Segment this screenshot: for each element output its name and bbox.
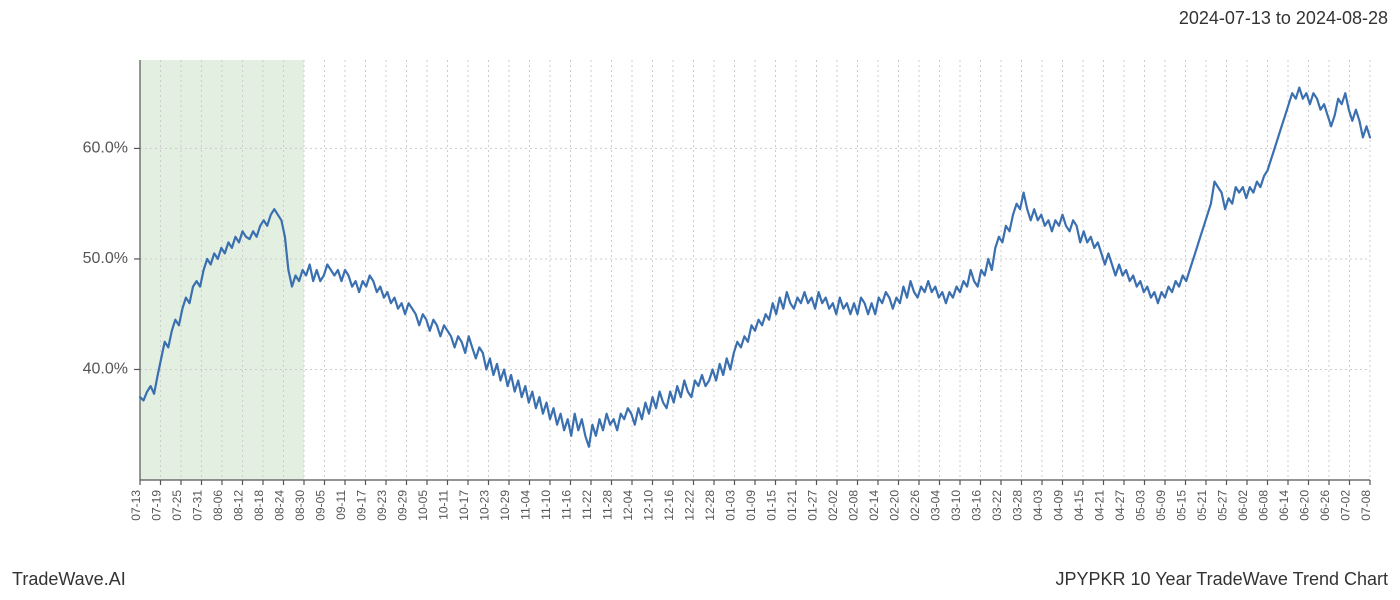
x-tick-label: 04-03 [1031, 490, 1045, 521]
x-tick-label: 03-04 [929, 490, 943, 521]
x-tick-label: 08-18 [252, 490, 266, 521]
x-tick-label: 01-03 [724, 490, 738, 521]
y-tick-label: 40.0% [83, 361, 128, 378]
x-tick-label: 04-15 [1072, 490, 1086, 521]
y-tick-label: 60.0% [83, 140, 128, 157]
x-tick-label: 06-14 [1277, 490, 1291, 521]
x-tick-label: 01-09 [744, 490, 758, 521]
x-tick-label: 05-15 [1175, 490, 1189, 521]
x-tick-label: 05-03 [1134, 490, 1148, 521]
x-tick-label: 06-02 [1236, 490, 1250, 521]
x-tick-label: 06-08 [1257, 490, 1271, 521]
x-tick-label: 07-02 [1339, 490, 1353, 521]
x-tick-label: 05-27 [1216, 490, 1230, 521]
x-tick-label: 09-29 [396, 490, 410, 521]
x-tick-label: 03-10 [949, 490, 963, 521]
x-tick-label: 09-11 [334, 490, 348, 520]
x-tick-label: 07-31 [191, 490, 205, 521]
x-tick-label: 12-22 [683, 490, 697, 521]
x-tick-label: 08-30 [293, 490, 307, 521]
x-tick-label: 10-11 [437, 490, 451, 520]
x-tick-label: 02-26 [908, 490, 922, 521]
date-range-label: 2024-07-13 to 2024-08-28 [1179, 8, 1388, 29]
trend-chart: 40.0% 50.0% 60.0% 07-13 07-19 07-25 07-31 08-06… [0, 0, 1400, 560]
x-tick-label: 03-28 [1011, 490, 1025, 521]
x-tick-label: 08-24 [273, 490, 287, 521]
x-tick-label: 11-16 [560, 490, 574, 520]
x-tick-label: 07-19 [150, 490, 164, 521]
x-tick-label: 11-10 [539, 490, 553, 520]
x-tick-label: 08-06 [211, 490, 225, 521]
x-tick-label: 07-13 [129, 490, 143, 521]
x-tick-label: 06-26 [1318, 490, 1332, 521]
x-tick-label: 11-04 [519, 490, 533, 520]
x-tick-label: 01-27 [806, 490, 820, 521]
x-tick-label: 08-12 [232, 490, 246, 521]
x-tick-label: 10-23 [478, 490, 492, 521]
x-tick-label: 06-20 [1298, 490, 1312, 521]
x-tick-label: 01-21 [785, 490, 799, 521]
x-tick-label: 12-16 [662, 490, 676, 521]
x-tick-label: 01-15 [765, 490, 779, 521]
x-tick-label: 12-10 [642, 490, 656, 521]
x-tick-label: 10-17 [457, 490, 471, 521]
y-tick-label: 50.0% [83, 250, 128, 267]
x-tick-label: 12-28 [703, 490, 717, 521]
x-tick-label: 02-08 [847, 490, 861, 521]
x-tick-label: 03-22 [990, 490, 1004, 521]
chart-container: 2024-07-13 to 2024-08-28 40.0% 50.0% 60.0%… [0, 0, 1400, 600]
x-tick-label: 11-22 [580, 490, 594, 520]
x-tick-label: 10-05 [416, 490, 430, 521]
brand-label: TradeWave.AI [12, 569, 126, 590]
x-tick-label: 09-05 [314, 490, 328, 521]
x-tick-label: 02-02 [826, 490, 840, 521]
chart-title: JPYPKR 10 Year TradeWave Trend Chart [1055, 569, 1388, 590]
x-tick-label: 09-17 [355, 490, 369, 521]
x-tick-label: 04-21 [1093, 490, 1107, 521]
x-tick-label: 04-09 [1052, 490, 1066, 521]
x-tick-label: 03-16 [970, 490, 984, 521]
x-tick-label: 05-09 [1154, 490, 1168, 521]
x-tick-label: 04-27 [1113, 490, 1127, 521]
x-tick-label: 07-25 [170, 490, 184, 521]
x-tick-label: 02-14 [867, 490, 881, 521]
x-tick-label: 12-04 [621, 490, 635, 521]
x-tick-label: 11-28 [601, 490, 615, 520]
x-tick-label: 10-29 [498, 490, 512, 521]
x-tick-label: 05-21 [1195, 490, 1209, 521]
x-tick-label: 07-08 [1359, 490, 1373, 521]
x-tick-label: 09-23 [375, 490, 389, 521]
x-tick-label: 02-20 [888, 490, 902, 521]
